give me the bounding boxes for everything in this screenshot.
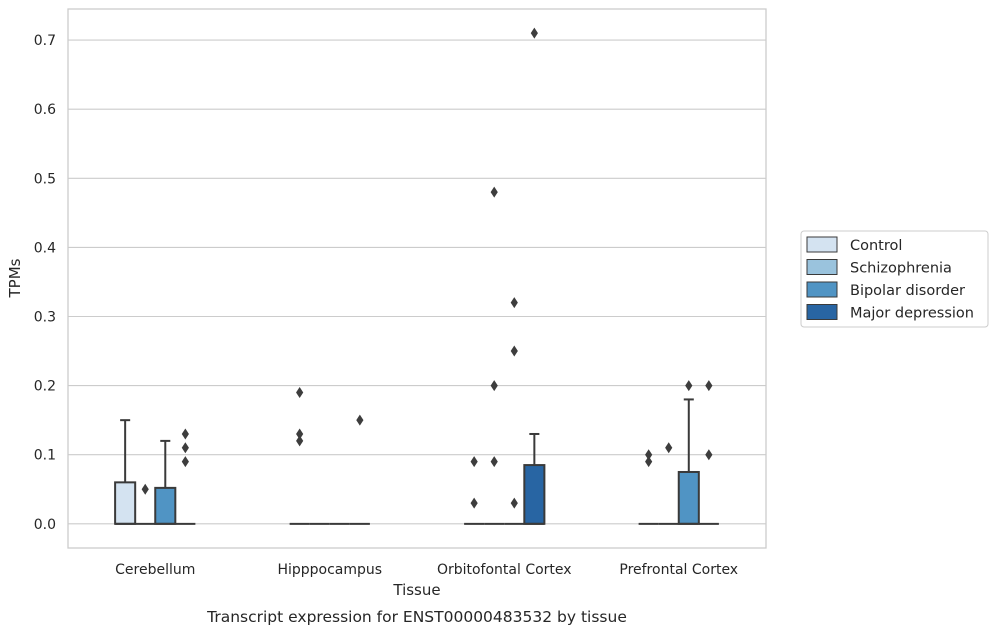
legend-swatch bbox=[806, 259, 838, 275]
y-tick-label: 0.7 bbox=[34, 33, 56, 49]
box-bipolar-disorder-prefrontal-cortex bbox=[677, 398, 700, 525]
outlier-point bbox=[181, 442, 189, 454]
outlier-point bbox=[296, 428, 304, 440]
y-tick-label: 0.5 bbox=[34, 171, 56, 187]
outlier-point bbox=[181, 428, 189, 440]
outlier-point bbox=[470, 497, 478, 509]
y-tick-labels: 0.0 0.1 0.2 0.3 0.4 0.5 0.6 0.7 bbox=[34, 33, 56, 533]
legend-label: Schizophrenia bbox=[850, 261, 952, 277]
box-bipolar-disorder-cerebellum bbox=[154, 439, 177, 525]
outlier-point bbox=[490, 186, 498, 198]
y-tick-label: 0.3 bbox=[34, 310, 56, 326]
x-axis-label: Tissue bbox=[392, 581, 440, 599]
outlier-point bbox=[356, 414, 364, 426]
outlier-point bbox=[685, 380, 693, 392]
boxes bbox=[114, 398, 719, 525]
legend: Control Schizophrenia Bipolar disorder Majo… bbox=[800, 230, 989, 328]
outlier-point bbox=[705, 449, 713, 461]
outlier-point bbox=[141, 483, 149, 495]
legend-label: Bipolar disorder bbox=[850, 283, 965, 299]
gridlines bbox=[68, 39, 766, 525]
legend-item-bipolar-disorder: Bipolar disorder bbox=[806, 281, 965, 299]
box-body bbox=[114, 481, 137, 525]
x-tick-labels: Cerebellum Hipppocampus Orbitofontal Corte… bbox=[115, 562, 738, 578]
outlier-point bbox=[490, 380, 498, 392]
legend-label: Major depression bbox=[850, 306, 974, 322]
outlier-point bbox=[296, 435, 304, 447]
box-major-depression-orbitofontal-cortex bbox=[523, 432, 546, 525]
outlier-point bbox=[490, 456, 498, 468]
y-tick-label: 0.6 bbox=[34, 102, 56, 118]
legend-frame bbox=[800, 230, 989, 328]
x-tick-label: Prefrontal Cortex bbox=[619, 562, 738, 578]
outlier-point bbox=[530, 27, 538, 39]
y-tick-label: 0.4 bbox=[34, 240, 56, 256]
legend-item-major-depression: Major depression bbox=[806, 304, 974, 322]
legend-item-control: Control bbox=[806, 236, 902, 254]
outliers bbox=[141, 27, 713, 509]
y-tick-label: 0.2 bbox=[34, 379, 56, 395]
y-tick-label: 0.0 bbox=[34, 517, 56, 533]
legend-label: Control bbox=[850, 238, 902, 254]
legend-swatch bbox=[806, 236, 838, 253]
chart-caption: Transcript expression for ENST0000048353… bbox=[206, 608, 627, 626]
x-tick-label: Cerebellum bbox=[115, 562, 195, 578]
outlier-point bbox=[510, 497, 518, 509]
outlier-point bbox=[296, 387, 304, 399]
outlier-point bbox=[645, 449, 653, 461]
legend-swatch bbox=[806, 281, 838, 298]
box-body bbox=[154, 486, 177, 525]
legend-swatch bbox=[806, 304, 838, 320]
y-axis-label: TPMs bbox=[6, 258, 24, 298]
x-tick-label: Hipppocampus bbox=[277, 562, 382, 578]
outlier-point bbox=[645, 456, 653, 468]
outlier-point bbox=[510, 297, 518, 309]
box-body bbox=[677, 470, 700, 525]
outlier-point bbox=[181, 456, 189, 468]
outlier-point bbox=[705, 380, 713, 392]
outlier-point bbox=[510, 345, 518, 357]
box-body bbox=[523, 464, 546, 525]
y-tick-label: 0.1 bbox=[34, 448, 56, 464]
legend-item-schizophrenia: Schizophrenia bbox=[806, 259, 952, 277]
x-tick-label: Orbitofontal Cortex bbox=[437, 562, 572, 578]
outlier-point bbox=[665, 442, 673, 454]
box-control-cerebellum bbox=[114, 419, 137, 525]
plot-frame bbox=[67, 8, 767, 549]
outlier-point bbox=[470, 456, 478, 468]
